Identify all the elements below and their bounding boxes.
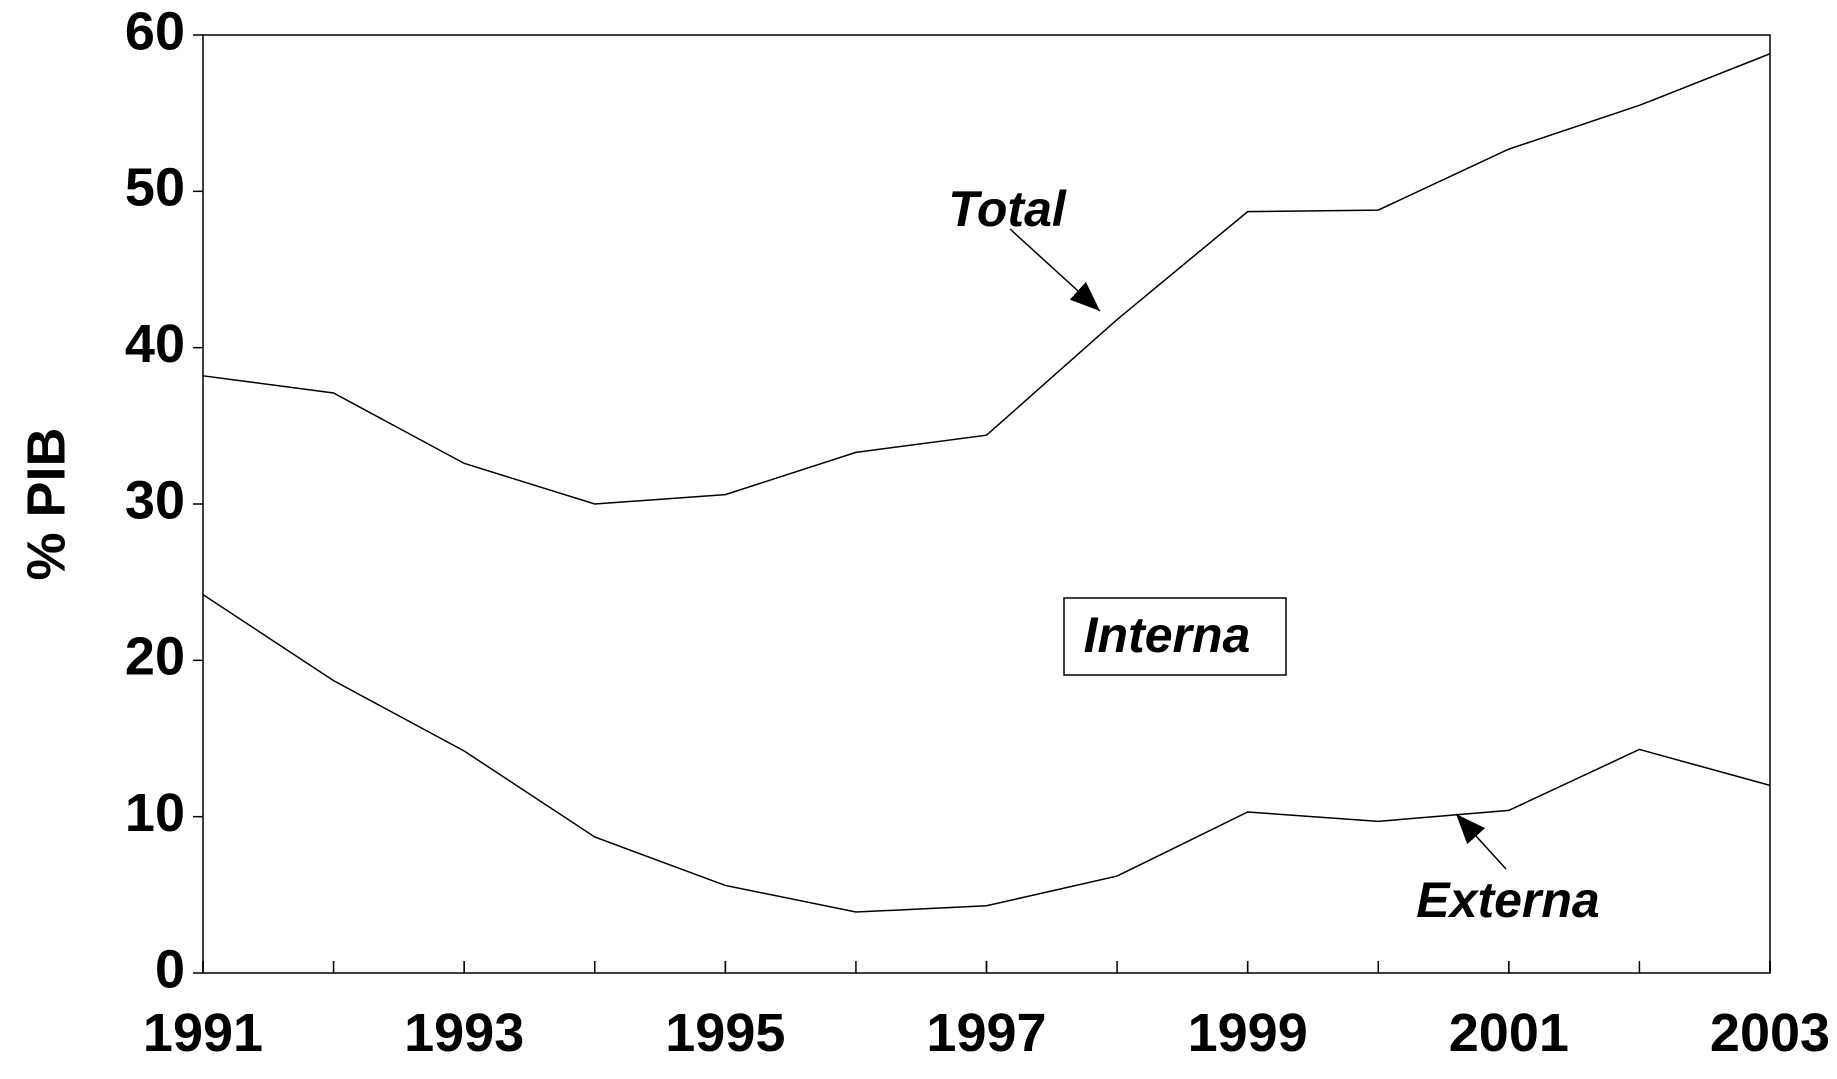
annotation: Externa (1416, 872, 1599, 928)
x-tick-label: 2003 (1710, 1003, 1830, 1063)
x-tick-label: 1997 (926, 1003, 1046, 1063)
y-tick-label: 0 (155, 939, 185, 999)
x-tick-label: 1991 (143, 1003, 263, 1063)
y-tick-label: 20 (125, 627, 185, 687)
x-tick-label: 1993 (404, 1003, 524, 1063)
y-tick-label: 30 (125, 470, 185, 530)
x-tick-label: 2001 (1449, 1003, 1569, 1063)
annotation: Interna (1084, 607, 1251, 663)
y-tick-label: 10 (125, 783, 185, 843)
y-axis-label: % PIB (16, 427, 76, 580)
x-tick-label: 1999 (1188, 1003, 1308, 1063)
annotation-arrow (1009, 228, 1101, 312)
annotation-arrow (1455, 813, 1507, 870)
y-tick-label: 60 (125, 1, 185, 61)
plot-frame (202, 34, 1771, 974)
x-tick-label: 1995 (665, 1003, 785, 1063)
series-line (202, 53, 1771, 505)
annotation-box (1063, 597, 1287, 676)
y-tick-label: 40 (125, 314, 185, 374)
series-line (202, 594, 1771, 913)
y-tick-label: 50 (125, 158, 185, 218)
annotation: Total (948, 181, 1067, 237)
